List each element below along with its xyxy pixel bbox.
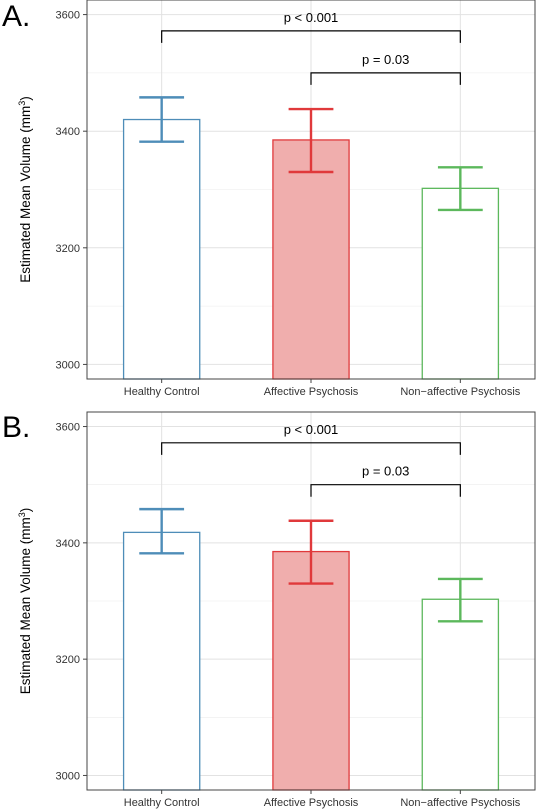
significance-bracket (161, 30, 461, 43)
x-tick-label: Non−affective Psychosis (400, 797, 520, 809)
bar (421, 187, 500, 380)
significance-label: p < 0.001 (284, 422, 339, 437)
y-tick-label: 3000 (56, 770, 80, 782)
y-tick-label: 3600 (56, 10, 80, 22)
y-tick-label: 3400 (56, 126, 80, 138)
chart-b-svg: 3000 3200 3400 3600 Healthy Control Affective… (17, 411, 536, 809)
bar (122, 531, 201, 791)
significance-label: p < 0.001 (284, 10, 339, 25)
bar (272, 550, 350, 791)
chart-panel-b: B. 3000 3200 3400 3600 Healthy Control Affect… (0, 405, 551, 810)
y-tick-label: 3400 (56, 538, 80, 550)
significance-bracket (161, 442, 461, 455)
bar (421, 598, 500, 791)
x-tick-label: Healthy Control (124, 797, 200, 809)
bar (122, 118, 201, 380)
x-tick-label: Affective Psychosis (264, 797, 359, 809)
y-tick-label: 3200 (56, 243, 80, 255)
significance-bracket (310, 72, 461, 85)
x-tick-label: Non−affective Psychosis (400, 386, 520, 398)
significance-label: p = 0.03 (362, 464, 409, 479)
chart-a-svg: 3000 3200 3400 3600 Healthy Control Affective… (17, 0, 536, 398)
y-axis-title: Estimated Mean Volume (mm3) (17, 508, 33, 695)
panel-label-a: A. (2, 0, 31, 33)
chart-panel-a: A. 3000 3200 3400 3600 Healthy Control Affect… (2, 0, 536, 398)
y-tick-label: 3600 (56, 422, 80, 434)
y-tick-label: 3200 (56, 654, 80, 666)
panel-label-b: B. (2, 411, 31, 444)
significance-label: p = 0.03 (362, 52, 409, 67)
y-axis-title: Estimated Mean Volume (mm3) (17, 96, 33, 283)
significance-bracket (310, 484, 461, 497)
x-tick-label: Healthy Control (124, 386, 200, 398)
bar (272, 139, 350, 380)
y-tick-label: 3000 (56, 359, 80, 371)
x-tick-label: Affective Psychosis (264, 386, 359, 398)
